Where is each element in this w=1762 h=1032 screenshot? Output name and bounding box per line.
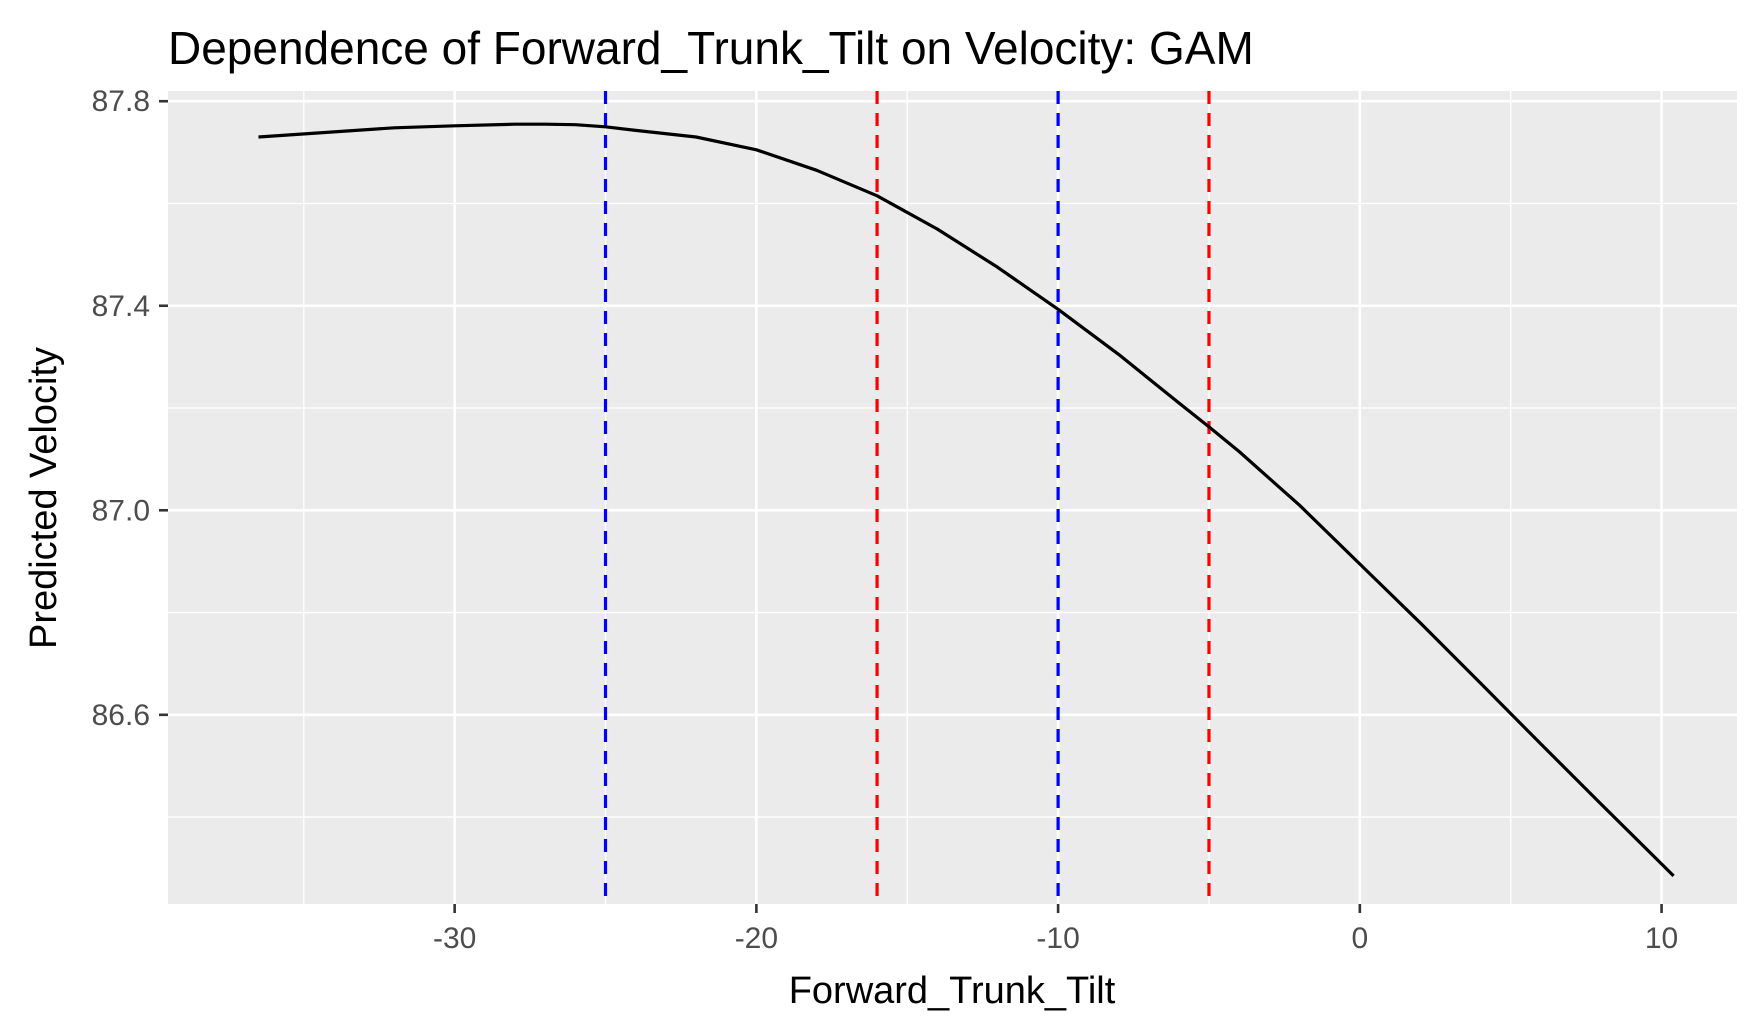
series-line (258, 122, 1675, 878)
y-tick-label: 87.4 (92, 290, 150, 323)
x-axis-title: Forward_Trunk_Tilt (789, 970, 1116, 1012)
x-tick-label: 0 (1351, 922, 1368, 955)
chart-title: Dependence of Forward_Trunk_Tilt on Velo… (168, 22, 1254, 74)
x-tick-label: 10 (1645, 922, 1678, 955)
x-tick-label: -10 (1036, 922, 1079, 955)
plot-panel (168, 91, 1737, 904)
y-tick-label: 87.8 (92, 85, 150, 118)
reference-lines (603, 91, 1211, 904)
y-axis: 86.6 87.0 87.4 87.8 (92, 85, 168, 732)
x-tick-label: -30 (433, 922, 476, 955)
y-axis-title: Predicted Velocity (23, 347, 65, 649)
y-tick-label: 86.6 (92, 699, 150, 732)
x-tick-label: -20 (735, 922, 778, 955)
series-layer (258, 122, 1675, 878)
y-tick-label: 87.0 (92, 494, 150, 527)
x-axis: -30 -20 -10 0 10 (433, 904, 1678, 955)
